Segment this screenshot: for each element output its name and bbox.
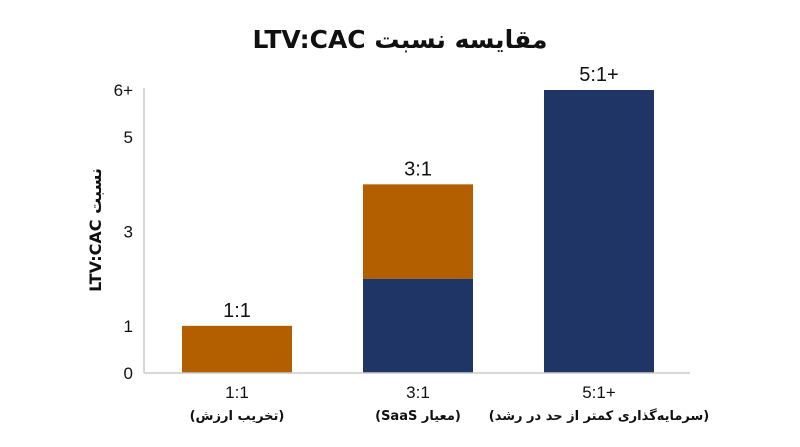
x-tick-label: 5:1+ <box>582 383 616 402</box>
x-tick-sublabel: (معیار SaaS) <box>375 409 461 424</box>
x-tick-label: 1:1 <box>225 383 249 402</box>
x-tick-sublabel: (سرمایه‌گذاری کمتر از حد در رشد) <box>489 408 709 424</box>
bar-value-label: 5:1+ <box>579 64 618 86</box>
bar-segment <box>544 90 654 373</box>
y-tick-label: 1 <box>124 317 133 336</box>
bar-segment <box>182 325 292 373</box>
y-axis-label: نسبت LTV:CAC <box>86 168 105 292</box>
y-tick-label: 0 <box>124 364 133 383</box>
y-tick-label: 6+ <box>114 81 133 100</box>
y-tick-label: 3 <box>124 223 133 242</box>
bar-value-label: 1:1 <box>223 300 251 322</box>
bar-segment <box>363 278 473 373</box>
chart-title: مقایسه نسبت LTV:CAC <box>253 25 548 54</box>
y-axis-ticks: 0 1 3 5 6+ <box>114 81 133 383</box>
bars: 1:1 3:1 5:1+ <box>182 64 654 373</box>
x-tick-sublabel: (تخریب ارزش) <box>190 409 285 424</box>
x-tick-label: 3:1 <box>406 383 430 402</box>
bar-value-label: 3:1 <box>404 158 432 180</box>
axes <box>143 88 690 374</box>
bar-segment <box>363 184 473 279</box>
y-tick-label: 5 <box>124 128 133 147</box>
x-axis-ticks: 1:1 (تخریب ارزش) 3:1 (معیار SaaS) 5:1+ (سرمای… <box>190 383 710 424</box>
